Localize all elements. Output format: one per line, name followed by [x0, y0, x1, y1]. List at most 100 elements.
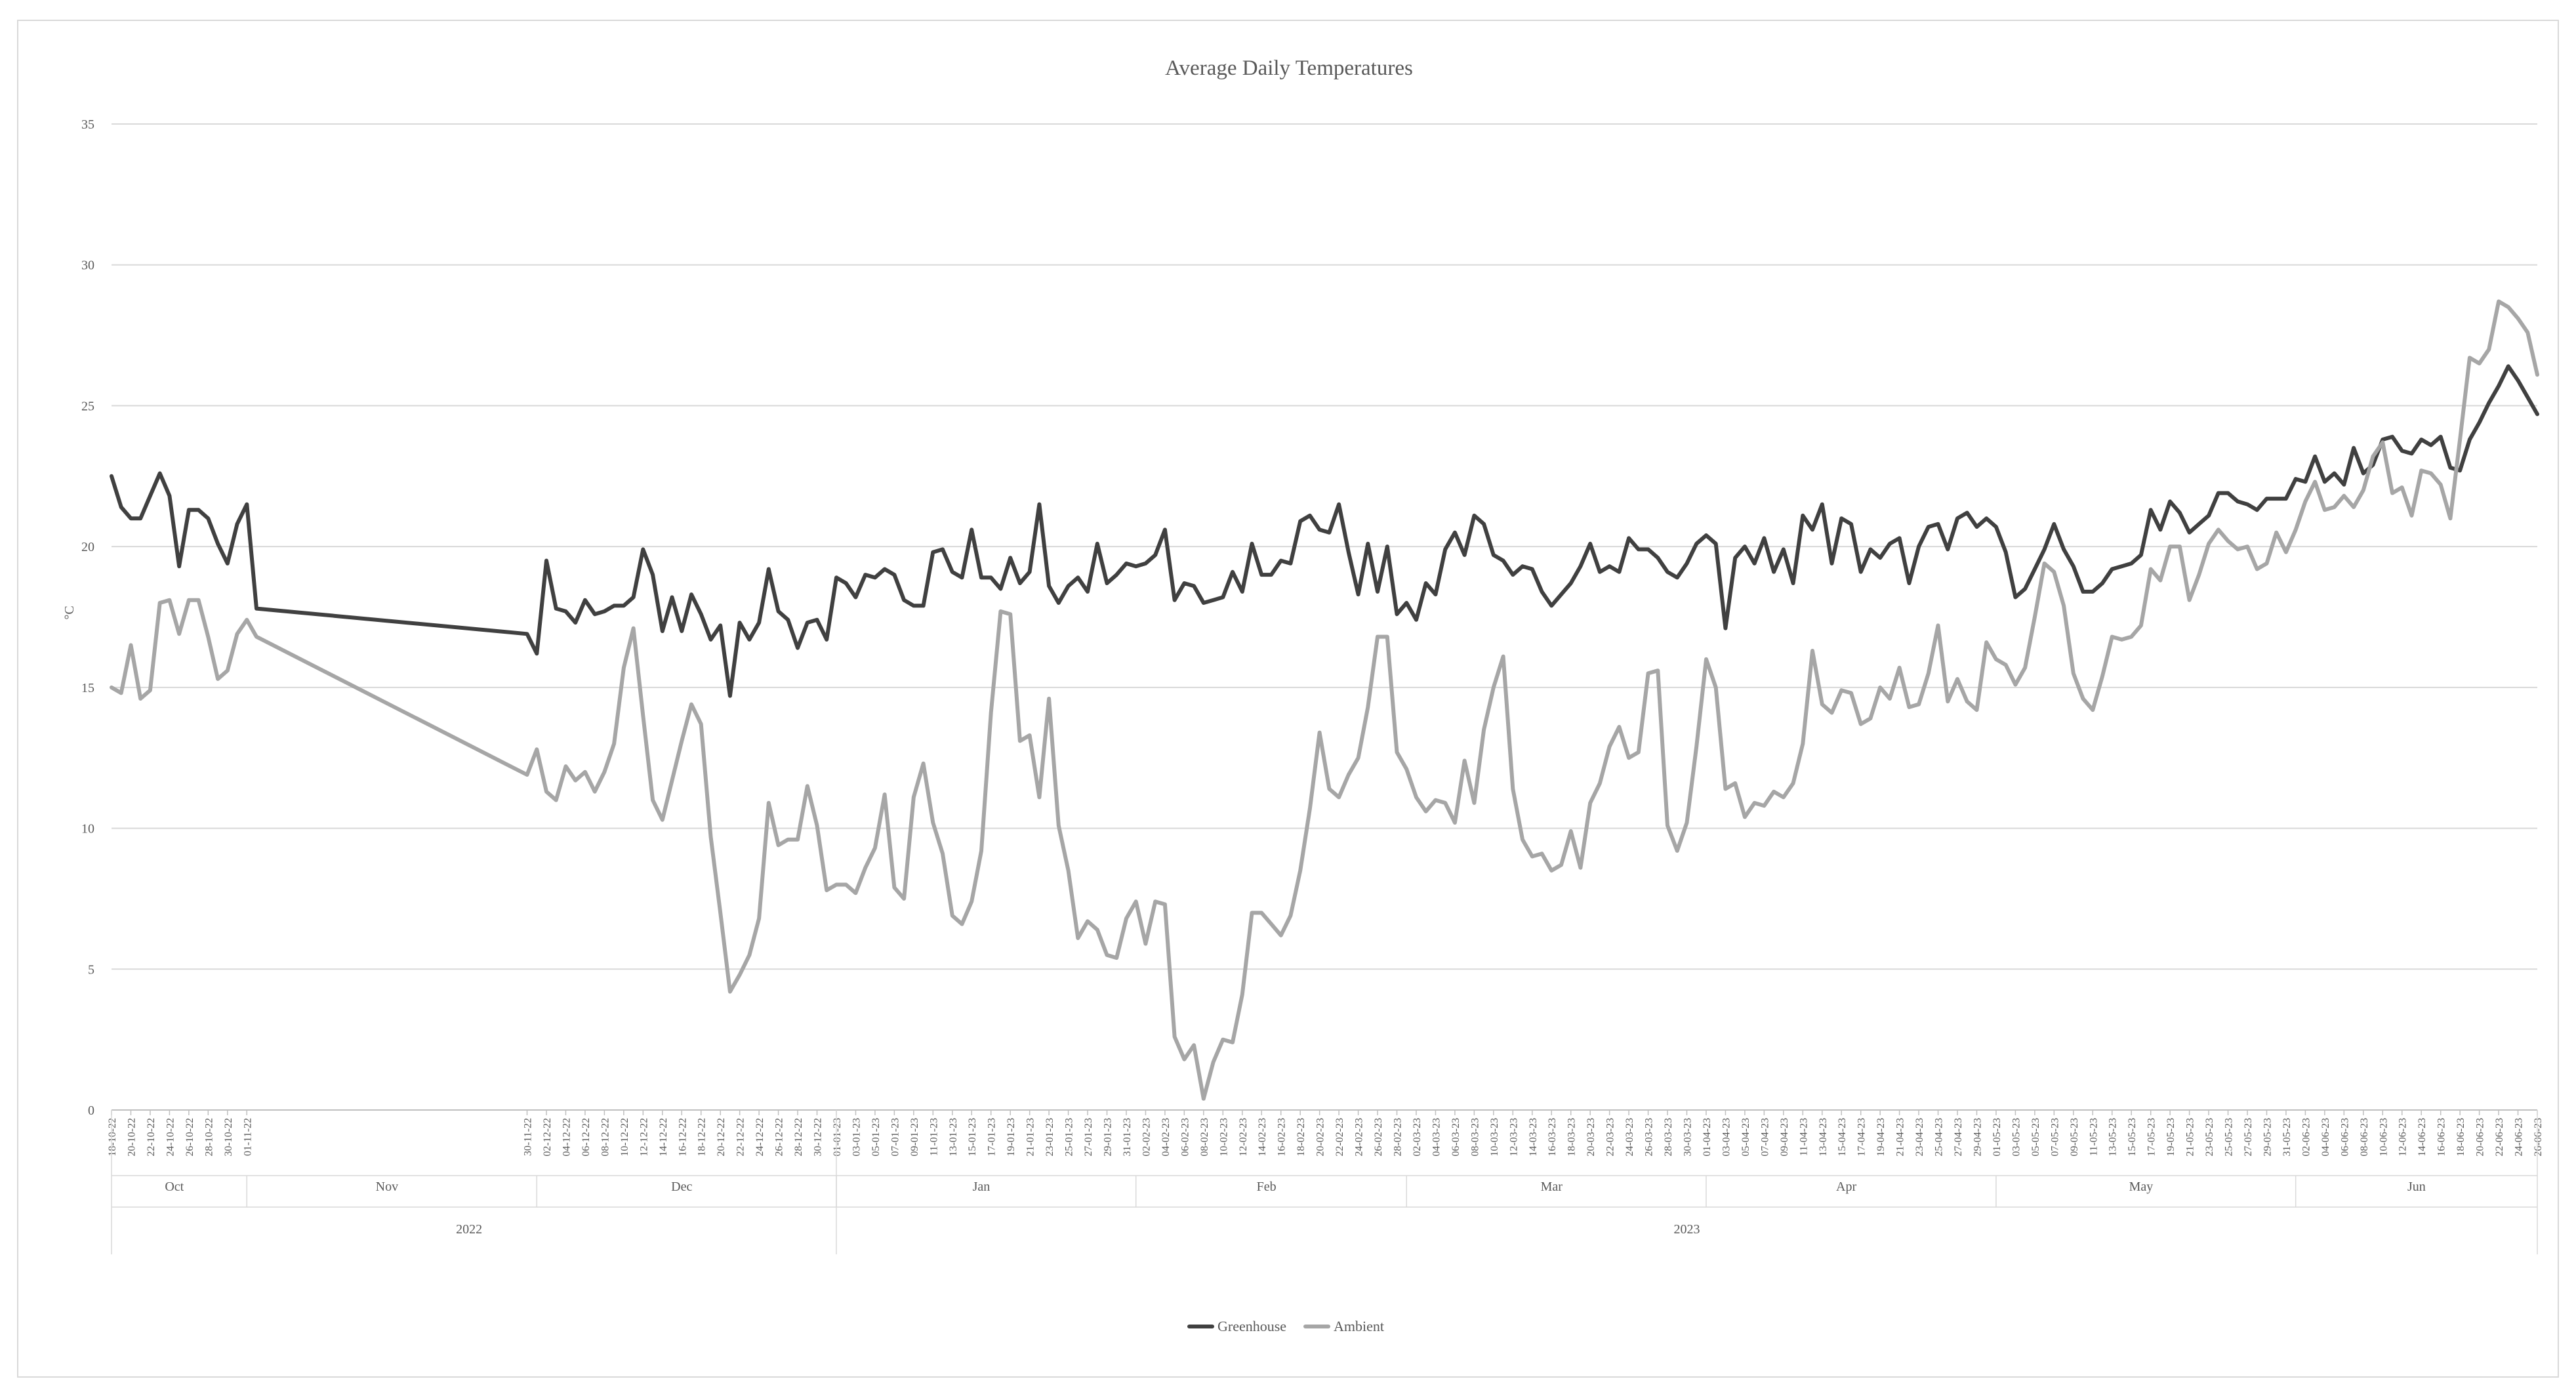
y-tick-label: 0 — [88, 1103, 94, 1118]
x-tick-label: 30-11-22 — [523, 1118, 534, 1156]
month-label: Feb — [1257, 1180, 1277, 1194]
line-chart: Average Daily Temperatures °C 0 5 10 15 20 25… — [62, 56, 2544, 1334]
month-label: Oct — [165, 1180, 184, 1194]
legend-label-greenhouse: Greenhouse — [1217, 1318, 1286, 1334]
x-tick-label: 27-01-23 — [1083, 1118, 1094, 1157]
x-tick-label: 04-06-23 — [2320, 1118, 2331, 1157]
x-tick-label: 08-06-23 — [2359, 1118, 2370, 1157]
year-label: 2022 — [456, 1222, 482, 1237]
x-tick-label: 31-05-23 — [2281, 1118, 2293, 1157]
y-tick-label: 35 — [81, 117, 94, 132]
chart-title: Average Daily Temperatures — [1165, 56, 1413, 80]
x-tick-label: 18-06-23 — [2455, 1118, 2466, 1157]
x-tick-label: 27-05-23 — [2243, 1118, 2254, 1157]
x-tick-label: 07-04-23 — [1759, 1118, 1770, 1157]
x-tick-label: 04-03-23 — [1431, 1118, 1442, 1157]
x-tick-label: 22-02-23 — [1334, 1118, 1345, 1157]
x-tick-label: 01-05-23 — [1992, 1118, 2003, 1157]
x-tick-label: 24-06-23 — [2514, 1118, 2525, 1157]
y-tick-label: 25 — [81, 399, 94, 413]
x-tick-label: 19-05-23 — [2165, 1118, 2177, 1157]
x-tick-label: 25-04-23 — [1934, 1118, 1945, 1157]
year-axis: 2022 2023 — [111, 1110, 2538, 1254]
x-tick-label: 03-01-23 — [851, 1118, 862, 1157]
x-tick-label: 26-10-22 — [184, 1118, 195, 1157]
x-tick-label: 21-01-23 — [1025, 1118, 1036, 1157]
x-tick-label: 18-03-23 — [1566, 1118, 1578, 1157]
x-tick-label: 25-05-23 — [2224, 1118, 2235, 1157]
x-tick-label: 19-04-23 — [1875, 1118, 1887, 1157]
month-label: Mar — [1541, 1180, 1563, 1194]
x-tick-label: 22-06-23 — [2494, 1118, 2505, 1157]
x-tick-label: 26-03-23 — [1644, 1118, 1655, 1157]
x-tick-label: 09-01-23 — [909, 1118, 920, 1157]
x-tick-label: 26-02-23 — [1373, 1118, 1384, 1157]
x-tick-label: 06-12-22 — [581, 1118, 592, 1157]
x-tick-label: 06-06-23 — [2339, 1118, 2350, 1157]
x-tick-label: 09-05-23 — [2069, 1118, 2080, 1157]
x-tick-label: 18-12-22 — [697, 1118, 708, 1157]
month-axis: Oct Nov Dec Jan Feb Mar Apr May Jun — [112, 1175, 2537, 1207]
x-tick-label: 03-04-23 — [1721, 1118, 1732, 1157]
x-tick-label: 01-04-23 — [1702, 1118, 1713, 1157]
x-tick-label: 12-12-22 — [638, 1118, 649, 1157]
x-tick-label: 10-02-23 — [1218, 1118, 1229, 1157]
x-tick-label: 22-03-23 — [1605, 1118, 1616, 1157]
x-tick-label: 28-03-23 — [1663, 1118, 1674, 1157]
y-tick-label: 5 — [88, 962, 94, 977]
x-tick-label: 08-12-22 — [600, 1118, 611, 1157]
x-tick-label: 15-05-23 — [2127, 1118, 2138, 1157]
x-tick-label: 13-04-23 — [1818, 1118, 1829, 1157]
x-tick-label: 21-04-23 — [1895, 1118, 1906, 1157]
month-label: Nov — [376, 1180, 398, 1194]
x-tick-label: 16-06-23 — [2436, 1118, 2447, 1157]
x-tick-label: 23-04-23 — [1914, 1118, 1925, 1157]
x-tick-label: 14-03-23 — [1528, 1118, 1539, 1157]
x-tick-label: 08-03-23 — [1469, 1118, 1481, 1157]
x-tick-label: 26-12-22 — [774, 1118, 785, 1157]
x-tick-label: 28-02-23 — [1392, 1118, 1403, 1157]
x-tick-label: 16-03-23 — [1547, 1118, 1558, 1157]
x-tick-label: 10-03-23 — [1489, 1118, 1500, 1157]
x-tick-label: 20-12-22 — [716, 1118, 727, 1157]
x-tick-label: 18-02-23 — [1296, 1118, 1307, 1157]
x-tick-label: 10-06-23 — [2378, 1118, 2389, 1157]
x-tick-label: 30-12-22 — [813, 1118, 824, 1157]
x-tick-label: 30-10-22 — [223, 1118, 234, 1157]
x-tick-label: 14-06-23 — [2417, 1118, 2428, 1157]
x-tick-label: 07-01-23 — [889, 1118, 901, 1157]
x-tick-label: 28-10-22 — [203, 1118, 215, 1157]
gridlines — [112, 123, 2537, 1111]
x-tick-label: 01-11-22 — [242, 1118, 253, 1156]
x-tick-label: 20-06-23 — [2475, 1118, 2486, 1157]
x-tick-label: 19-01-23 — [1006, 1118, 1017, 1157]
x-tick-label: 16-12-22 — [677, 1118, 688, 1157]
x-tick-label: 14-12-22 — [658, 1118, 669, 1157]
x-tick-label: 06-02-23 — [1179, 1118, 1191, 1157]
x-tick-label: 15-04-23 — [1837, 1118, 1848, 1157]
y-tick-label: 20 — [81, 540, 94, 554]
legend-label-ambient: Ambient — [1334, 1318, 1384, 1334]
month-label: Jun — [2407, 1180, 2426, 1194]
y-tick-label: 15 — [81, 681, 94, 695]
x-tick-label: 20-10-22 — [126, 1118, 137, 1157]
x-tick-label: 17-01-23 — [987, 1118, 998, 1157]
x-tick-label: 23-01-23 — [1044, 1118, 1055, 1157]
year-label: 2023 — [1673, 1222, 1700, 1237]
x-tick-label: 12-02-23 — [1238, 1118, 1249, 1157]
x-tick-label: 20-03-23 — [1585, 1118, 1597, 1157]
x-tick-label: 20-02-23 — [1315, 1118, 1326, 1157]
series-line-ambient — [110, 299, 2539, 1101]
x-tick-label: 21-05-23 — [2185, 1118, 2196, 1157]
x-tick-label: 12-03-23 — [1508, 1118, 1519, 1157]
y-axis-label: °C — [62, 606, 77, 619]
series-lines — [110, 299, 2539, 1101]
x-tick-label: 22-10-22 — [146, 1118, 157, 1157]
x-tick-label: 24-02-23 — [1354, 1118, 1365, 1157]
x-tick-label: 04-02-23 — [1160, 1118, 1172, 1157]
chart-frame: Average Daily Temperatures °C 0 5 10 15 20 25… — [17, 20, 2559, 1378]
x-tick-label: 25-01-23 — [1064, 1118, 1075, 1157]
x-tick-label: 26-06-23 — [2533, 1118, 2544, 1157]
x-tick-label: 05-01-23 — [870, 1118, 882, 1157]
x-tick-label: 11-01-23 — [928, 1118, 939, 1156]
